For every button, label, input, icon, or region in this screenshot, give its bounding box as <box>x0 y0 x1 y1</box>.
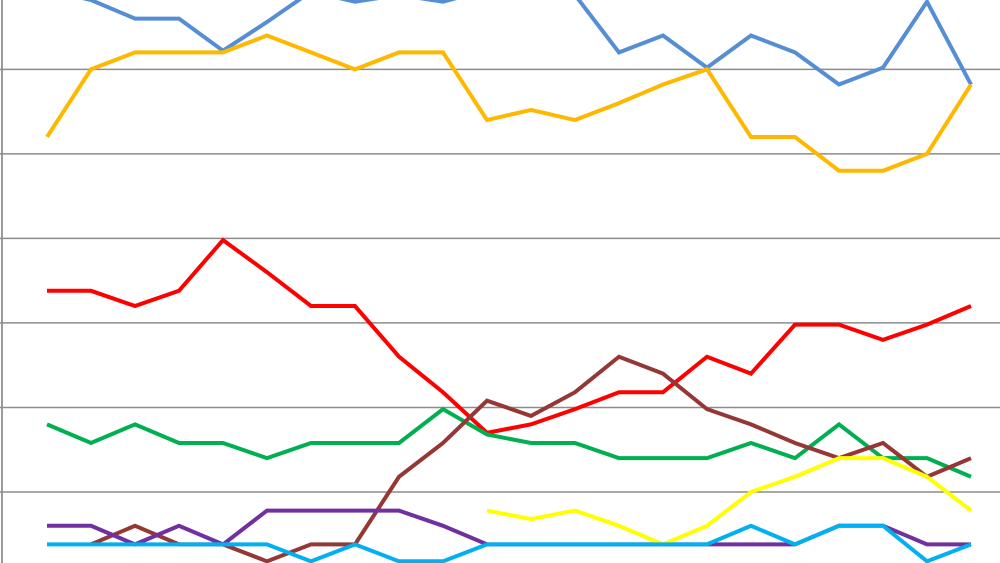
series-line <box>486 456 973 547</box>
series-line <box>47 237 972 435</box>
series-line <box>47 523 972 563</box>
series-line <box>90 354 972 563</box>
series-line <box>82 0 973 87</box>
series-line <box>46 406 972 479</box>
series-line <box>45 33 973 173</box>
